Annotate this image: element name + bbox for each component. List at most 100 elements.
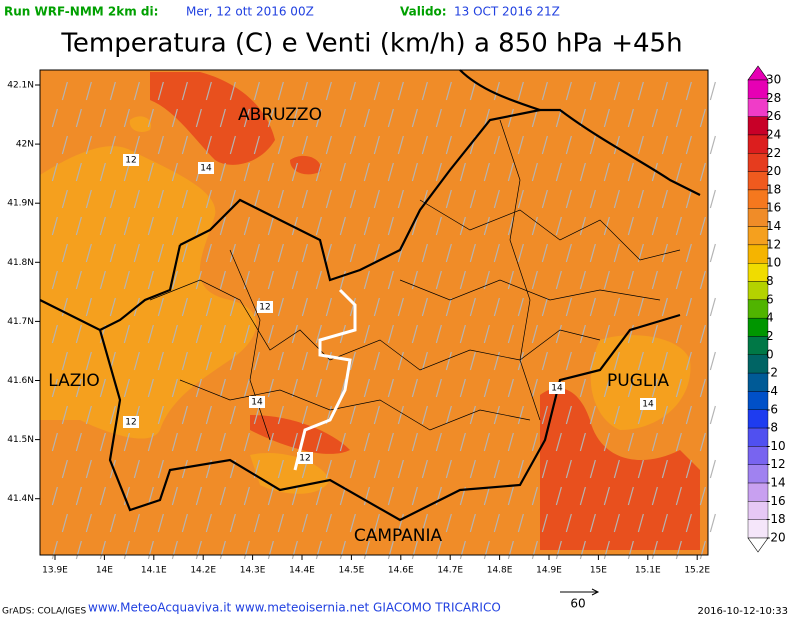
wind-arrow xyxy=(531,162,538,182)
legend-swatch xyxy=(747,226,769,246)
wind-arrow xyxy=(61,405,68,425)
wind-arrow xyxy=(181,405,188,425)
wind-arrow xyxy=(541,189,548,209)
border xyxy=(419,199,681,261)
wind-arrow xyxy=(507,324,514,344)
wind-arrow xyxy=(253,351,260,371)
contour-label-box xyxy=(123,416,139,428)
wind-arrow xyxy=(75,162,82,182)
wind-arrow xyxy=(171,432,178,452)
wind-arrow xyxy=(493,351,500,371)
wind-arrow xyxy=(277,513,284,533)
wind-arrow xyxy=(709,243,716,263)
wind-arrow xyxy=(709,297,716,317)
wind-arrow xyxy=(363,486,370,506)
wind-arrow xyxy=(349,351,356,371)
wind-arrow xyxy=(291,270,298,290)
cool-area xyxy=(129,116,151,132)
wind-arrow xyxy=(685,243,692,263)
wind-arrow xyxy=(637,189,644,209)
wind-arrow xyxy=(339,108,346,128)
wind-arrow xyxy=(507,216,514,236)
wind-arrow xyxy=(507,486,514,506)
wind-arrow xyxy=(435,270,442,290)
wind-arrow xyxy=(195,378,202,398)
legend-swatch xyxy=(747,391,769,410)
wind-arrow xyxy=(589,135,596,155)
wind-arrow xyxy=(517,189,524,209)
wind-arrow xyxy=(421,513,428,533)
wind-arrow xyxy=(613,135,620,155)
wind-arrow xyxy=(75,432,82,452)
wind-arrow xyxy=(373,405,380,425)
wind-arrow xyxy=(339,216,346,236)
wind-arrow xyxy=(157,513,164,533)
wind-arrow xyxy=(651,216,658,236)
wind-arrow xyxy=(411,162,418,182)
wind-arrow xyxy=(493,297,500,317)
wind-arrow xyxy=(589,189,596,209)
wind-arrow xyxy=(267,486,274,506)
contour-label-box xyxy=(257,301,273,313)
legend-swatch xyxy=(747,171,769,191)
wind-arrow xyxy=(243,216,250,236)
x-axis-label: 15.1E xyxy=(635,566,661,576)
wind-arrow xyxy=(507,432,514,452)
wind-arrow xyxy=(373,459,380,479)
wind-arrow xyxy=(325,459,332,479)
wind-arrow xyxy=(229,405,236,425)
wind-arrow xyxy=(219,540,226,560)
wind-arrow xyxy=(109,243,116,263)
wind-arrow xyxy=(325,81,332,101)
wind-arrow xyxy=(157,297,164,317)
wind-arrow xyxy=(387,540,394,560)
legend-swatch xyxy=(747,299,769,319)
legend-swatch xyxy=(747,336,769,356)
wind-arrow xyxy=(435,432,442,452)
wind-arrow xyxy=(661,513,668,533)
legend-label: -18 xyxy=(766,512,786,526)
wind-arrow xyxy=(445,351,452,371)
wind-arrow xyxy=(387,270,394,290)
wind-arrow xyxy=(469,351,476,371)
wind-arrow xyxy=(651,540,658,560)
y-axis-label: 42N xyxy=(16,140,34,150)
wind-arrow xyxy=(243,324,250,344)
wind-arrow xyxy=(493,513,500,533)
wind-arrow xyxy=(661,243,668,263)
wind-arrow xyxy=(483,432,490,452)
wind-arrow xyxy=(301,405,308,425)
wind-arrow xyxy=(411,378,418,398)
wind-arrow xyxy=(267,162,274,182)
wind-arrow xyxy=(157,405,164,425)
wind-arrow xyxy=(613,459,620,479)
wind-arrow xyxy=(195,270,202,290)
wind-arrow xyxy=(699,108,706,128)
wind-arrow xyxy=(613,513,620,533)
valid-label: Valido: xyxy=(400,5,447,19)
run-date: Mer, 12 ott 2016 00Z xyxy=(186,5,314,19)
wind-arrow xyxy=(555,540,562,560)
wind-arrow xyxy=(325,297,332,317)
wind-reference-head xyxy=(591,588,600,596)
wind-arrow xyxy=(349,513,356,533)
wind-arrow xyxy=(531,486,538,506)
wind-arrow xyxy=(589,297,596,317)
wind-arrow xyxy=(157,189,164,209)
wind-arrow xyxy=(483,324,490,344)
wind-arrow xyxy=(51,540,58,560)
wind-arrow xyxy=(291,432,298,452)
wind-arrow xyxy=(685,81,692,101)
wind-arrow xyxy=(171,486,178,506)
wind-arrow xyxy=(517,405,524,425)
wind-arrow xyxy=(579,432,586,452)
legend-label: 28 xyxy=(766,91,781,105)
contour-label: 14 xyxy=(200,164,212,174)
wind-arrow xyxy=(61,243,68,263)
border xyxy=(99,244,182,331)
wind-arrow xyxy=(603,432,610,452)
wind-arrow xyxy=(483,486,490,506)
wind-arrow xyxy=(507,108,514,128)
wind-arrow xyxy=(99,162,106,182)
legend-label: 22 xyxy=(766,146,781,160)
